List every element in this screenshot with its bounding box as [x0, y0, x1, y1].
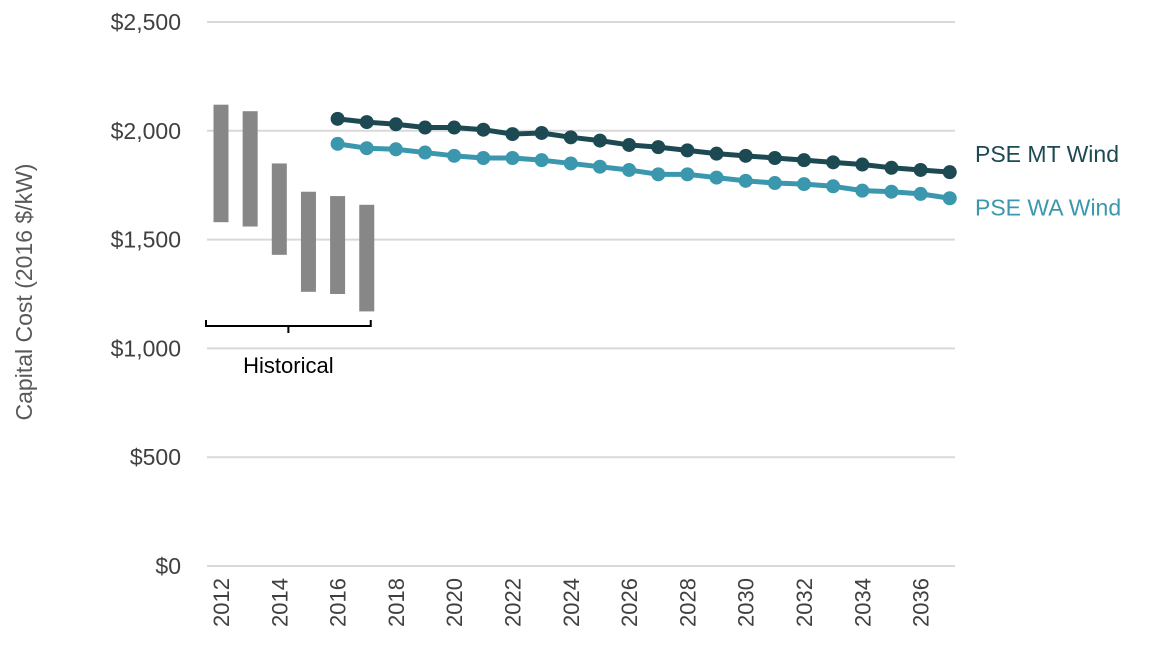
data-point	[855, 157, 870, 172]
data-point	[651, 140, 666, 155]
data-point	[359, 141, 374, 156]
legend-label: PSE MT Wind	[975, 141, 1119, 167]
data-point	[534, 125, 549, 140]
x-tick-label: 2028	[675, 578, 700, 627]
data-point	[592, 159, 607, 174]
historical-range-bar	[330, 196, 346, 294]
data-point	[913, 186, 928, 201]
y-axis-title: Capital Cost (2016 $/kW)	[11, 164, 37, 421]
data-point	[359, 115, 374, 130]
data-point	[476, 151, 491, 165]
y-tick-label: $500	[130, 444, 181, 470]
series-line	[337, 116, 950, 175]
x-tick-label: 2032	[792, 578, 817, 627]
data-point	[534, 153, 549, 168]
x-axis-ticks: 2012 2014 2016 2018 2020 2022 2024 2026 2028 2030…	[209, 578, 934, 627]
data-point	[680, 167, 695, 182]
x-tick-label: 2022	[501, 578, 526, 627]
data-point	[855, 183, 870, 198]
data-point	[388, 142, 403, 157]
data-point	[330, 111, 345, 126]
y-tick-label: $2,500	[111, 9, 181, 35]
data-point	[505, 127, 520, 142]
data-point	[505, 151, 520, 165]
data-point	[330, 136, 345, 151]
data-point	[680, 143, 695, 158]
x-tick-label: 2034	[850, 578, 875, 627]
data-point	[942, 191, 957, 206]
data-point	[884, 184, 899, 199]
data-point	[942, 165, 957, 180]
data-point	[738, 173, 753, 188]
y-tick-label: $0	[155, 553, 181, 579]
data-point	[797, 177, 811, 192]
gridlines	[207, 21, 955, 567]
data-point	[622, 162, 637, 177]
data-point	[563, 156, 578, 171]
data-point	[388, 117, 403, 132]
x-tick-label: 2014	[267, 578, 292, 627]
historical-range-bar	[242, 111, 258, 227]
historical-ranges	[213, 104, 375, 312]
y-tick-label: $2,000	[111, 118, 181, 144]
historical-range-bar	[359, 204, 375, 312]
historical-label: Historical	[243, 353, 333, 378]
data-point	[767, 151, 782, 165]
historical-bracket: Historical	[205, 320, 372, 378]
x-tick-label: 2024	[559, 578, 584, 627]
data-point	[709, 170, 724, 185]
data-point	[418, 145, 433, 160]
y-tick-label: $1,000	[111, 335, 181, 361]
data-point	[884, 160, 899, 175]
y-axis-ticks: $0 $500 $1,000 $1,500 $2,000 $2,500	[111, 9, 181, 579]
data-point	[592, 133, 607, 148]
data-point	[622, 137, 637, 152]
x-tick-label: 2020	[442, 578, 467, 627]
bracket-line	[205, 320, 372, 333]
data-point	[913, 162, 928, 177]
data-point	[797, 153, 811, 168]
data-point	[418, 120, 433, 135]
data-point	[447, 120, 462, 135]
data-point	[826, 179, 841, 194]
data-point	[476, 122, 491, 137]
x-tick-label: 2036	[909, 578, 934, 627]
x-tick-label: 2018	[384, 578, 409, 627]
data-point	[826, 155, 841, 170]
data-point	[767, 176, 782, 191]
x-tick-label: 2026	[617, 578, 642, 627]
data-point	[563, 130, 578, 145]
series-line	[337, 141, 951, 201]
data-point	[447, 148, 462, 163]
data-point	[709, 146, 724, 161]
data-point	[738, 148, 753, 163]
y-tick-label: $1,500	[111, 227, 181, 253]
x-tick-label: 2012	[209, 578, 234, 627]
legend-label: PSE WA Wind	[975, 194, 1121, 220]
historical-range-bar	[213, 104, 229, 223]
series	[330, 111, 957, 206]
historical-range-bar	[271, 163, 287, 255]
legend: PSE MT Wind PSE WA Wind	[975, 141, 1121, 220]
x-tick-label: 2016	[326, 578, 351, 627]
historical-range-bar	[300, 191, 316, 292]
x-tick-label: 2030	[734, 578, 759, 627]
data-point	[651, 167, 666, 182]
